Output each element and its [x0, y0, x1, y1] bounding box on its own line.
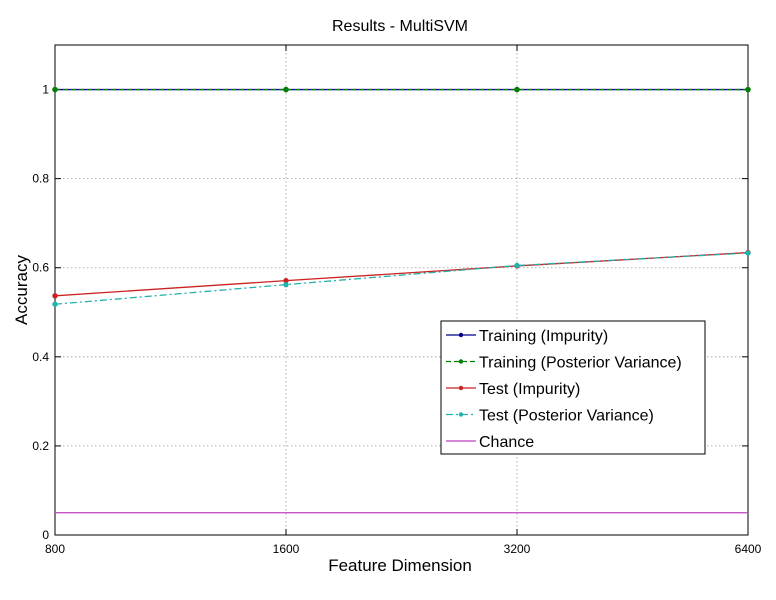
legend-label: Training (Posterior Variance): [479, 355, 682, 372]
y-tick-label: 1: [42, 83, 49, 97]
data-point: [52, 301, 58, 307]
legend-box: [440, 320, 706, 455]
x-tick-label: 1600: [273, 542, 300, 556]
legend-marker: [458, 412, 464, 417]
data-point: [52, 293, 58, 299]
series-test-posterior-variance: [52, 250, 751, 307]
x-axis-label: Feature Dimension: [328, 556, 472, 575]
series-training-posterior-variance: [52, 86, 751, 93]
x-tick-label: 3200: [504, 542, 531, 556]
y-axis-label: Accuracy: [12, 255, 31, 325]
chart-title: Results - MultiSVM: [332, 18, 468, 35]
legend-marker: [458, 359, 464, 364]
data-point: [514, 262, 520, 269]
series-layer: [52, 86, 751, 514]
data-point: [283, 86, 289, 93]
legend-label: Test (Impurity): [479, 381, 580, 398]
y-tick-label: 0.4: [32, 350, 49, 364]
data-point: [52, 86, 58, 93]
legend-label: Test (Posterior Variance): [479, 408, 654, 425]
legend-label: Training (Impurity): [479, 328, 608, 345]
grid-lines: [55, 45, 748, 535]
y-tick-label: 0: [42, 528, 49, 542]
x-tick-label: 6400: [735, 542, 762, 556]
legend-marker: [458, 385, 464, 391]
data-point: [283, 281, 289, 288]
legend-marker: [458, 332, 464, 338]
series-line: [54, 252, 749, 305]
data-point: [745, 250, 751, 256]
plot-frame: [54, 44, 749, 536]
data-point: [514, 86, 520, 93]
y-tick-label: 0.8: [32, 172, 49, 186]
series-test-impurity: [52, 249, 751, 299]
series-line: [54, 251, 749, 297]
y-tick-label: 0.2: [32, 439, 49, 453]
data-point: [745, 86, 751, 93]
axes: 0 0.2 0.4 0.6 0.8 1 800 1600 3200 6400: [32, 44, 762, 556]
legend-label: Chance: [479, 434, 534, 451]
legend: Training (Impurity) Training (Posterior V…: [440, 320, 706, 455]
y-tick-label: 0.6: [32, 261, 49, 275]
x-tick-label: 800: [45, 542, 65, 556]
